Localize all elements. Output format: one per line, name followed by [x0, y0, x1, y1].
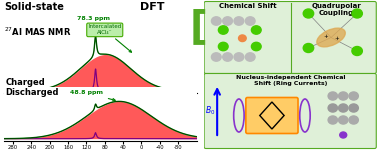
Circle shape — [211, 17, 221, 25]
FancyBboxPatch shape — [246, 98, 298, 134]
Text: Intercalated
AlCl₄⁻: Intercalated AlCl₄⁻ — [88, 24, 132, 52]
Text: $^{27}$Al MAS NMR: $^{27}$Al MAS NMR — [4, 26, 71, 38]
Circle shape — [303, 44, 314, 52]
Circle shape — [352, 9, 363, 18]
Text: 78.3 ppm: 78.3 ppm — [77, 16, 110, 31]
Circle shape — [245, 53, 255, 61]
Circle shape — [211, 53, 221, 61]
Ellipse shape — [317, 28, 345, 47]
Circle shape — [223, 53, 232, 61]
Circle shape — [349, 116, 358, 124]
Circle shape — [340, 132, 347, 138]
Text: Quadrupolar
Coupling: Quadrupolar Coupling — [311, 3, 361, 16]
Circle shape — [328, 104, 338, 112]
Circle shape — [251, 42, 261, 51]
Text: Chemical Shift: Chemical Shift — [219, 3, 276, 9]
Circle shape — [234, 53, 244, 61]
Circle shape — [218, 42, 228, 51]
FancyBboxPatch shape — [204, 2, 376, 74]
Circle shape — [303, 9, 314, 18]
Circle shape — [339, 116, 348, 124]
Circle shape — [349, 92, 358, 100]
Circle shape — [223, 17, 232, 25]
Text: Discharged: Discharged — [6, 88, 59, 97]
Text: DFT: DFT — [140, 2, 164, 12]
Circle shape — [218, 26, 228, 34]
Text: $B_0$: $B_0$ — [205, 105, 215, 117]
Circle shape — [239, 35, 246, 42]
Circle shape — [349, 104, 358, 112]
Circle shape — [245, 17, 255, 25]
FancyBboxPatch shape — [204, 74, 376, 148]
Circle shape — [328, 116, 338, 124]
Text: [: [ — [189, 8, 208, 46]
Text: +: + — [334, 36, 339, 42]
Text: +: + — [324, 33, 328, 39]
Text: Charged: Charged — [6, 78, 45, 87]
Circle shape — [352, 46, 363, 56]
Text: Nucleus-independent Chemical
Shift (Ring Currents): Nucleus-independent Chemical Shift (Ring… — [236, 75, 346, 86]
Text: 48.8 ppm: 48.8 ppm — [70, 90, 115, 101]
Circle shape — [251, 26, 261, 34]
Circle shape — [328, 92, 338, 100]
Circle shape — [339, 104, 348, 112]
Circle shape — [234, 17, 244, 25]
Text: Solid-state: Solid-state — [4, 2, 64, 12]
Circle shape — [339, 92, 348, 100]
